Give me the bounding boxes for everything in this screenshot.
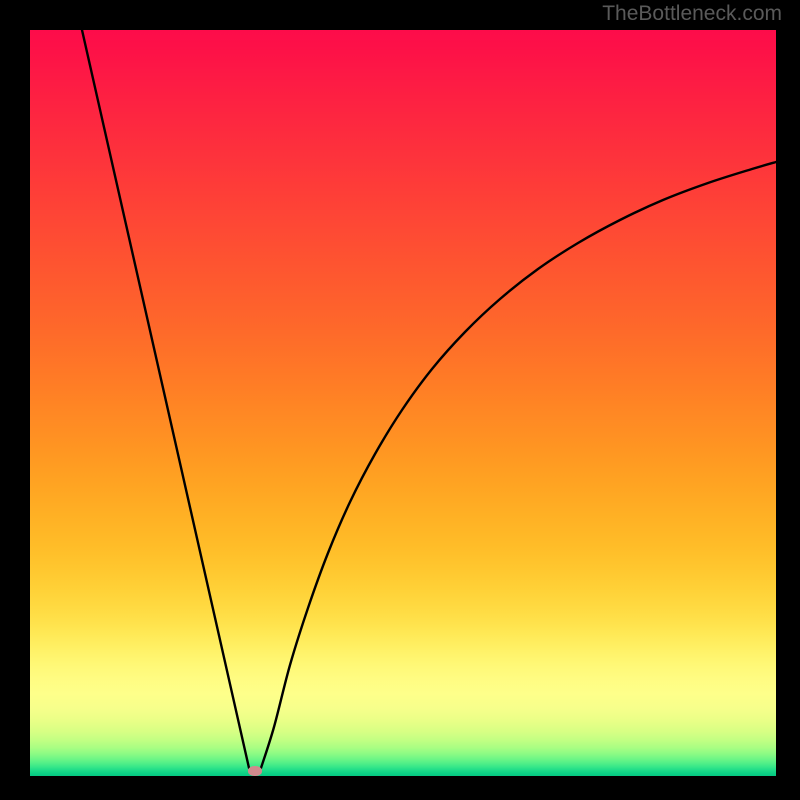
bottleneck-curve <box>30 30 776 776</box>
chart-frame <box>30 30 776 776</box>
dip-marker <box>248 766 262 776</box>
plot-area <box>30 30 776 776</box>
watermark-text: TheBottleneck.com <box>602 2 782 26</box>
